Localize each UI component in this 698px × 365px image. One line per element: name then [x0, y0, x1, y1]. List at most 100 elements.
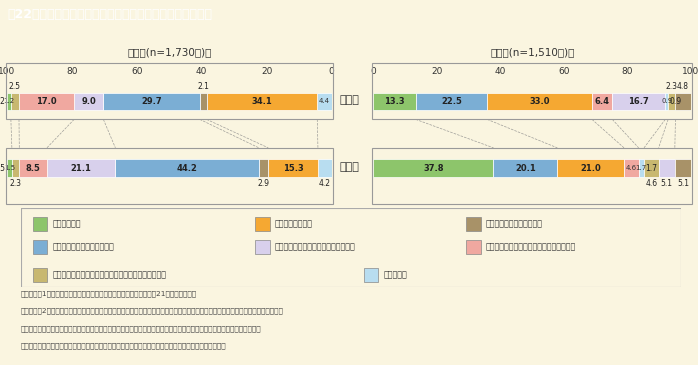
- Text: 4.4: 4.4: [319, 99, 330, 104]
- Text: 0: 0: [371, 67, 376, 76]
- Bar: [6, 148, 333, 204]
- Text: 第22図　仕事と生活の調和に関する希望と現実（男女別）: 第22図 仕事と生活の調和に関する希望と現実（男女別）: [7, 8, 212, 22]
- Text: 「仕事」優先: 「仕事」優先: [52, 219, 81, 228]
- Text: 2.3: 2.3: [666, 82, 678, 91]
- Bar: [466, 217, 481, 231]
- Bar: [373, 92, 416, 110]
- Bar: [487, 92, 592, 110]
- Text: 2.3: 2.3: [10, 178, 22, 188]
- Bar: [19, 92, 74, 110]
- Bar: [259, 159, 268, 177]
- Bar: [33, 268, 47, 282]
- Bar: [207, 92, 318, 110]
- Text: 0.9: 0.9: [661, 99, 672, 104]
- Text: 100: 100: [683, 67, 698, 76]
- Text: 9.0: 9.0: [82, 97, 96, 106]
- Bar: [624, 159, 639, 177]
- Text: 100: 100: [0, 67, 15, 76]
- Bar: [200, 92, 207, 110]
- Text: 29.7: 29.7: [141, 97, 162, 106]
- Bar: [255, 217, 269, 231]
- Text: 44.2: 44.2: [177, 164, 198, 173]
- Text: 4.2: 4.2: [319, 178, 331, 188]
- Text: 15.3: 15.3: [283, 164, 304, 173]
- Text: 34.1: 34.1: [251, 97, 272, 106]
- Text: 「仕事」と「家庭生活」優先: 「仕事」と「家庭生活」優先: [52, 243, 114, 252]
- Bar: [33, 217, 47, 231]
- Bar: [416, 92, 487, 110]
- Bar: [612, 92, 665, 110]
- Text: 現　実: 現 実: [339, 162, 359, 172]
- Text: ついてお伺いします。まず，あなたの希望に最も近いものをこの中から１つだけお答えください。それでは，: ついてお伺いします。まず，あなたの希望に最も近いものをこの中から１つだけお答えく…: [21, 325, 262, 332]
- Bar: [7, 92, 11, 110]
- Bar: [639, 159, 644, 177]
- Text: 1.2: 1.2: [3, 99, 15, 104]
- Text: 1.2: 1.2: [0, 97, 6, 106]
- Bar: [493, 159, 557, 177]
- Text: 22.5: 22.5: [441, 97, 462, 106]
- Text: 17.0: 17.0: [36, 97, 57, 106]
- Text: 希　望: 希 望: [339, 95, 359, 105]
- Text: 20: 20: [261, 67, 272, 76]
- Text: 5.1: 5.1: [661, 178, 673, 188]
- Text: 6.4: 6.4: [595, 97, 609, 106]
- Bar: [47, 159, 115, 177]
- Bar: [103, 92, 200, 110]
- Bar: [7, 159, 12, 177]
- Text: 1.7: 1.7: [646, 164, 658, 173]
- Bar: [318, 92, 332, 110]
- Text: 「地域・個人の生活」優先: 「地域・個人の生活」優先: [486, 219, 543, 228]
- Text: 40: 40: [196, 67, 207, 76]
- Text: 0.9: 0.9: [670, 97, 682, 106]
- Text: 〈女性(n=1,730人)〉: 〈女性(n=1,730人)〉: [127, 47, 211, 57]
- Bar: [675, 159, 691, 177]
- Bar: [318, 159, 332, 177]
- Text: 60: 60: [558, 67, 570, 76]
- Text: 1.7: 1.7: [636, 165, 647, 171]
- Text: 2.1: 2.1: [198, 82, 209, 91]
- Text: わからない: わからない: [384, 270, 408, 279]
- Bar: [74, 92, 103, 110]
- Bar: [268, 159, 318, 177]
- Text: 8.5: 8.5: [26, 164, 40, 173]
- Bar: [644, 159, 659, 177]
- Bar: [6, 63, 333, 119]
- Bar: [372, 63, 692, 119]
- Bar: [372, 148, 692, 204]
- Text: 80: 80: [622, 67, 633, 76]
- Text: 16.7: 16.7: [628, 97, 649, 106]
- Bar: [373, 159, 493, 177]
- Bar: [255, 240, 269, 254]
- Text: 0: 0: [329, 67, 334, 76]
- Text: 1.5: 1.5: [0, 164, 6, 173]
- Bar: [12, 159, 20, 177]
- Text: 2．「生活の中での，「仕事」，「家庭生活」，「地域・個人の生活」（地域活動・学習・趣味・付き合い等）の優先度に: 2．「生活の中での，「仕事」，「家庭生活」，「地域・個人の生活」（地域活動・学習…: [21, 308, 284, 314]
- Text: 60: 60: [131, 67, 142, 76]
- Bar: [20, 159, 47, 177]
- Bar: [466, 240, 481, 254]
- Text: 20: 20: [431, 67, 443, 76]
- Text: 「仕事」と「家庭生活」と「地域・個人の生活」優先: 「仕事」と「家庭生活」と「地域・個人の生活」優先: [52, 270, 167, 279]
- Text: 4.6: 4.6: [625, 165, 637, 171]
- Text: 21.1: 21.1: [70, 164, 91, 173]
- Text: 〈男性(n=1,510人)〉: 〈男性(n=1,510人)〉: [490, 47, 574, 57]
- Text: あなたの現実（現状）に最も近いものをこの中から１つだけお答えください。」への回答。: あなたの現実（現状）に最も近いものをこの中から１つだけお答えください。」への回答…: [21, 343, 227, 349]
- Text: 33.0: 33.0: [529, 97, 550, 106]
- Text: 80: 80: [66, 67, 77, 76]
- Text: 2.5: 2.5: [9, 82, 21, 91]
- Text: 4.8: 4.8: [677, 82, 689, 91]
- Text: 4.6: 4.6: [645, 178, 658, 188]
- Bar: [557, 159, 624, 177]
- Bar: [11, 92, 19, 110]
- Text: 40: 40: [495, 67, 506, 76]
- Text: 20.1: 20.1: [515, 164, 536, 173]
- Text: 1.5: 1.5: [4, 165, 15, 171]
- Bar: [115, 159, 259, 177]
- Bar: [665, 92, 668, 110]
- Bar: [668, 92, 676, 110]
- Text: 「仕事」と「地域・個人の生活」優先: 「仕事」と「地域・個人の生活」優先: [275, 243, 356, 252]
- Text: 37.8: 37.8: [423, 164, 444, 173]
- Bar: [33, 240, 47, 254]
- Text: 21.0: 21.0: [580, 164, 601, 173]
- Bar: [676, 92, 691, 110]
